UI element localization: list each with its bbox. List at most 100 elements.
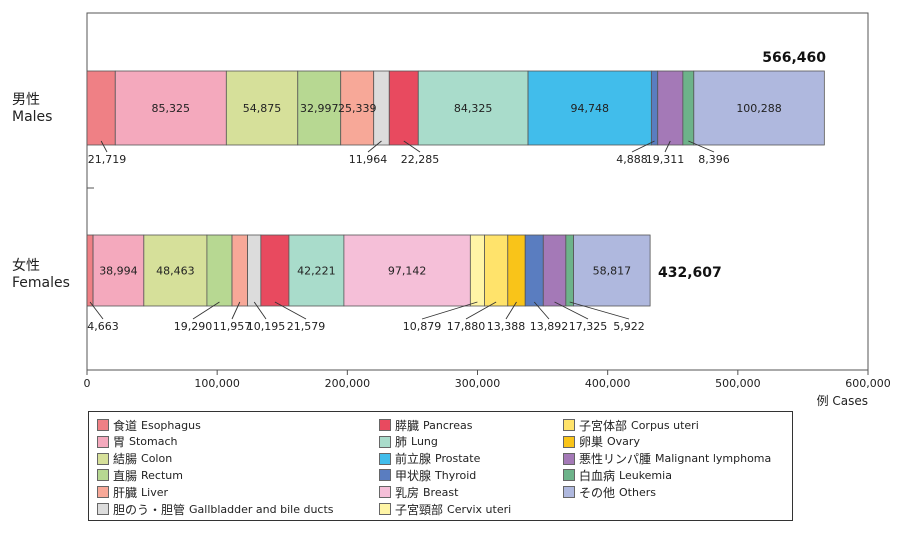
leader-line bbox=[569, 301, 630, 320]
legend-item-ovary: 卵巣 Ovary bbox=[563, 434, 640, 450]
legend-swatch bbox=[563, 452, 575, 465]
legend-item-colon: 結腸 Colon bbox=[97, 451, 172, 467]
legend-swatch bbox=[97, 486, 109, 499]
legend-label-en: Prostate bbox=[435, 452, 481, 466]
data-label-males-stomach: 85,325 bbox=[152, 102, 191, 115]
legend-swatch bbox=[379, 419, 391, 431]
bar-females-others bbox=[573, 234, 651, 307]
legend: 食道 Esophagus 胃 Stomach 結腸 Colon 直腸 Rectum 肝臓 Live… bbox=[88, 411, 793, 521]
leader-line bbox=[89, 301, 104, 320]
legend-label-en: Cervix uteri bbox=[447, 502, 512, 516]
legend-label-jp: 胆のう・胆管 bbox=[113, 502, 186, 517]
legend-item-lung: 肺 Lung bbox=[379, 434, 438, 450]
bar-males-thyroid bbox=[650, 70, 659, 146]
x-tick-label: 600,000 bbox=[845, 377, 891, 390]
x-tick-label: 300,000 bbox=[455, 377, 501, 390]
legend-label-jp: その他 bbox=[579, 485, 616, 500]
data-label-males-lung: 84,325 bbox=[454, 102, 493, 115]
legend-swatch bbox=[379, 435, 391, 448]
data-label-males-leukemia: 8,396 bbox=[698, 153, 730, 166]
bar-males-pancreas bbox=[388, 70, 419, 146]
bar-females-esophagus bbox=[86, 234, 94, 307]
legend-swatch bbox=[563, 435, 575, 448]
bar-males-lung bbox=[417, 70, 529, 146]
legend-item-esophagus: 食道 Esophagus bbox=[97, 417, 201, 433]
leader-line bbox=[192, 301, 220, 320]
category-label-females-en: Females bbox=[12, 275, 70, 291]
legend-label-en: Ovary bbox=[607, 435, 640, 449]
leader-line bbox=[533, 301, 550, 320]
x-tick-label: 100,000 bbox=[194, 377, 240, 390]
legend-label-en: Malignant lymphoma bbox=[655, 452, 772, 466]
leader-line bbox=[100, 140, 108, 153]
data-label-males-pancreas: 22,285 bbox=[401, 153, 440, 166]
bar-males-leukemia bbox=[682, 70, 695, 146]
leader-line bbox=[231, 301, 241, 320]
total-label-females: 432,607 bbox=[658, 265, 722, 281]
data-label-males-esophagus: 21,719 bbox=[88, 153, 127, 166]
legend-item-rectum: 直腸 Rectum bbox=[97, 467, 183, 483]
legend-label-en: Stomach bbox=[129, 435, 178, 449]
legend-label-jp: 乳房 bbox=[395, 485, 420, 500]
leader-line bbox=[274, 301, 307, 320]
leader-line bbox=[688, 140, 715, 153]
bar-males-rectum bbox=[297, 70, 342, 146]
legend-label-jp: 直腸 bbox=[113, 468, 138, 483]
legend-label-jp: 胃 bbox=[113, 435, 126, 450]
data-label-females-gallbladder: 10,195 bbox=[247, 320, 286, 333]
legend-swatch bbox=[379, 452, 391, 465]
bar-females-corpus bbox=[484, 234, 509, 307]
legend-label-jp: 前立腺 bbox=[395, 452, 432, 467]
bar-males-liver bbox=[340, 70, 375, 146]
data-label-females-lymphoma: 17,325 bbox=[569, 320, 608, 333]
total-label-males: 566,460 bbox=[762, 50, 826, 66]
data-label-females-esophagus: 4,663 bbox=[87, 320, 119, 333]
bar-females-leukemia bbox=[565, 234, 574, 307]
data-label-females-stomach: 38,994 bbox=[99, 265, 138, 278]
data-label-males-lymphoma: 19,311 bbox=[646, 153, 685, 166]
legend-label-jp: 膵臓 bbox=[395, 418, 420, 433]
legend-swatch bbox=[563, 486, 575, 499]
legend-label-en: Breast bbox=[423, 485, 459, 499]
legend-label-en: Others bbox=[619, 485, 656, 499]
legend-label-jp: 結腸 bbox=[113, 452, 138, 467]
data-label-males-gallbladder: 11,964 bbox=[349, 153, 388, 166]
data-label-females-lung: 42,221 bbox=[297, 265, 336, 278]
data-label-males-liver: 25,339 bbox=[338, 102, 377, 115]
data-label-females-leukemia: 5,922 bbox=[613, 320, 645, 333]
x-tick-label: 0 bbox=[84, 377, 91, 390]
bar-females-lung bbox=[288, 234, 345, 307]
legend-label-jp: 悪性リンパ腫 bbox=[579, 452, 652, 467]
data-label-females-others: 58,817 bbox=[593, 265, 632, 278]
legend-label-jp: 甲状腺 bbox=[395, 468, 432, 483]
legend-item-prostate: 前立腺 Prostate bbox=[379, 451, 480, 467]
x-tick-label: 400,000 bbox=[585, 377, 631, 390]
x-axis-label: 例 Cases bbox=[817, 394, 868, 408]
legend-swatch bbox=[563, 419, 575, 431]
legend-label-jp: 子宮頸部 bbox=[395, 502, 444, 517]
legend-label-en: Lung bbox=[411, 435, 438, 449]
legend-label-en: Pancreas bbox=[423, 418, 473, 432]
legend-item-thyroid: 甲状腺 Thyroid bbox=[379, 467, 476, 483]
legend-label-en: Leukemia bbox=[619, 468, 672, 482]
leader-line bbox=[253, 301, 267, 320]
bar-females-rectum bbox=[206, 234, 233, 307]
legend-label-en: Colon bbox=[141, 452, 173, 466]
legend-label-jp: 卵巣 bbox=[579, 435, 604, 450]
legend-label-en: Corpus uteri bbox=[631, 418, 699, 432]
legend-label-en: Gallbladder and bile ducts bbox=[189, 502, 334, 516]
data-label-females-rectum: 19,290 bbox=[174, 320, 213, 333]
legend-label-jp: 子宮体部 bbox=[579, 418, 628, 433]
leader-line bbox=[421, 301, 478, 320]
legend-label-en: Esophagus bbox=[141, 418, 201, 432]
legend-swatch bbox=[97, 452, 109, 465]
legend-item-liver: 肝臓 Liver bbox=[97, 484, 168, 500]
legend-swatch bbox=[97, 503, 109, 515]
legend-item-breast: 乳房 Breast bbox=[379, 484, 458, 500]
x-tick-label: 500,000 bbox=[715, 377, 761, 390]
data-label-males-colon: 54,875 bbox=[243, 102, 282, 115]
data-label-females-pancreas: 21,579 bbox=[287, 320, 326, 333]
bar-females-breast bbox=[343, 234, 471, 307]
bar-females-gallbladder bbox=[247, 234, 262, 307]
legend-item-cervix: 子宮頸部 Cervix uteri bbox=[379, 501, 511, 517]
